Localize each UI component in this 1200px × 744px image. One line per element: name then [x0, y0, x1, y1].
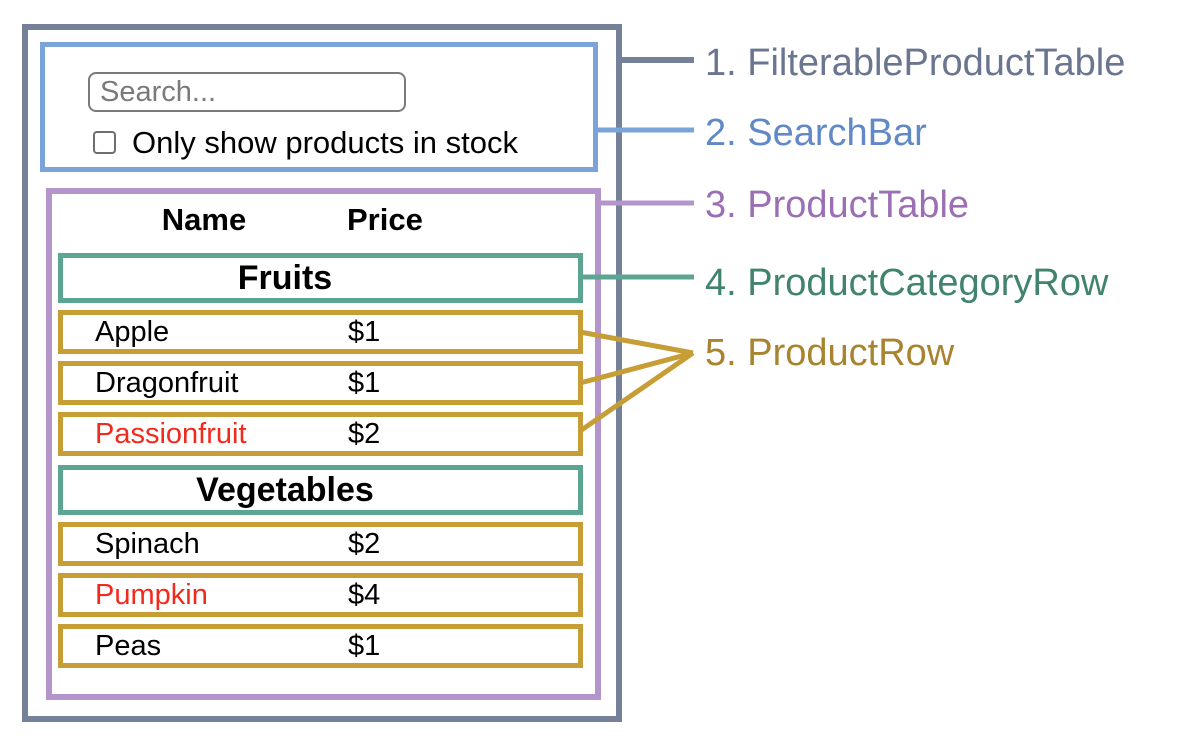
product-category-row: Fruits [58, 253, 583, 303]
product-row: Spinach $2 [58, 522, 583, 566]
column-header-price: Price [347, 202, 423, 237]
product-name-cell: Passionfruit [95, 418, 247, 450]
category-label: Vegetables [196, 471, 374, 509]
product-price-cell: $2 [348, 418, 381, 450]
legend-item-filterableproducttable: 1. FilterableProductTable [705, 42, 1126, 84]
product-row: Dragonfruit $1 [58, 361, 583, 405]
legend-item-searchbar: 2. SearchBar [705, 112, 927, 154]
product-price-cell: $1 [348, 367, 381, 399]
legend-item-productrow: 5. ProductRow [705, 332, 955, 374]
search-bar-box: Only show products in stock [40, 42, 598, 172]
product-name-cell: Spinach [95, 528, 200, 560]
product-name-cell: Pumpkin [95, 579, 208, 611]
column-header-name: Name [161, 202, 247, 237]
category-label: Fruits [237, 259, 333, 297]
product-price-cell: $4 [348, 579, 381, 611]
product-row: Passionfruit $2 [58, 412, 583, 456]
product-name-cell: Peas [95, 630, 162, 662]
product-name-cell: Apple [95, 316, 170, 348]
product-table-rows: Name Price Fruits Apple $1 Dragonfruit $1 Pas… [58, 194, 583, 675]
in-stock-checkbox-label[interactable]: Only show products in stock [132, 125, 518, 160]
product-price-cell: $2 [348, 528, 381, 560]
product-row: Peas $1 [58, 624, 583, 668]
product-table-box: Name Price Fruits Apple $1 Dragonfruit $1 Pas… [46, 188, 601, 700]
search-input[interactable] [88, 72, 406, 112]
in-stock-checkbox[interactable] [93, 131, 116, 154]
filterable-product-table-box: Only show products in stock Name Price F… [22, 24, 622, 722]
legend-item-producttable: 3. ProductTable [705, 184, 970, 226]
product-category-row: Vegetables [58, 465, 583, 515]
product-row: Pumpkin $4 [58, 573, 583, 617]
product-price-cell: $1 [348, 316, 381, 348]
table-header-row: Name Price [58, 194, 583, 246]
product-name-cell: Dragonfruit [95, 367, 239, 399]
product-row: Apple $1 [58, 310, 583, 354]
product-price-cell: $1 [348, 630, 381, 662]
legend-item-productcategoryrow: 4. ProductCategoryRow [705, 262, 1109, 304]
